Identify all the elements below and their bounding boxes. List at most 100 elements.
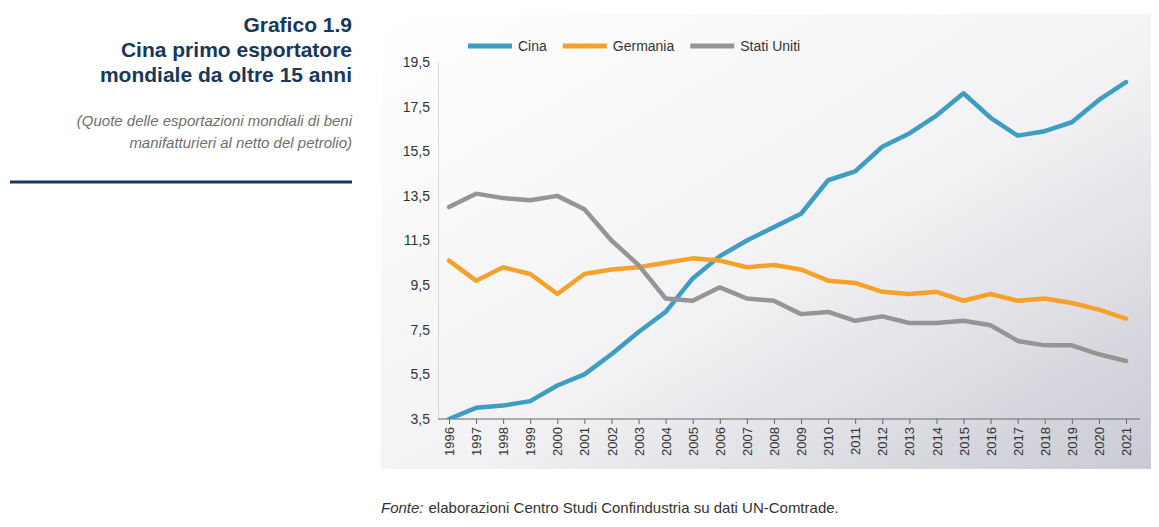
x-tick-mark [1072,419,1073,424]
x-tick-mark [584,419,585,424]
y-tick-label: 13,5 [403,188,430,204]
x-tick-mark [828,419,829,424]
x-tick-mark [557,419,558,424]
y-tick-label: 9,5 [411,277,431,293]
x-tick-label: 2007 [740,427,755,456]
x-tick: 2004 [659,419,674,456]
x-tick-mark [720,419,721,424]
x-tick-mark [964,419,965,424]
x-tick: 2012 [875,419,890,456]
x-tick-mark [1018,419,1019,424]
series-lines [449,82,1126,419]
x-axis-line [438,419,1140,420]
x-tick-mark [639,419,640,424]
x-tick-mark [909,419,910,424]
legend-swatch [563,44,607,49]
legend-label: Germania [613,38,675,54]
x-tick-label: 2001 [577,427,592,456]
x-tick-label: 2012 [875,427,890,456]
y-tick: 13,5 [403,188,438,204]
y-tick: 11,5 [404,232,438,248]
x-tick: 2016 [984,419,999,456]
y-tick: 19,5 [403,54,438,70]
x-tick-mark [747,419,748,424]
x-tick-label: 2010 [821,427,836,456]
x-tick: 2009 [794,419,809,456]
x-tick-mark [882,419,883,424]
x-tick-mark [1099,419,1100,424]
x-tick: 2011 [848,419,863,455]
x-tick: 2015 [957,419,972,456]
legend-swatch [690,44,734,49]
x-tick-mark [774,419,775,424]
x-tick-label: 1998 [496,427,511,456]
x-tick: 1997 [469,419,484,456]
x-tick-label: 2018 [1038,427,1053,456]
x-tick: 2000 [550,419,565,456]
x-tick-mark [530,419,531,424]
y-tick-label: 11,5 [404,232,430,248]
x-tick-label: 2017 [1011,427,1026,456]
x-tick-mark [936,419,937,424]
y-tick: 7,5 [411,322,438,338]
source-label: Fonte: [381,499,424,516]
legend: Cina Germania Stati Uniti [468,38,800,54]
x-tick: 1996 [442,419,457,456]
y-axis: 3,5 5,5 7,5 9,5 11,5 13,5 15,5 17,5 19,5 [403,54,439,427]
x-tick: 2006 [713,419,728,456]
x-tick-label: 2019 [1065,427,1080,456]
x-tick: 2008 [767,419,782,456]
legend-swatch [468,44,512,49]
x-tick: 2013 [902,419,917,456]
x-tick-label: 1997 [469,427,484,456]
x-tick-label: 2011 [848,427,863,455]
x-tick-mark [693,419,694,424]
x-axis: 1996199719981999200020012002200320042005… [438,419,1140,456]
x-tick-mark [1045,419,1046,424]
x-tick: 2007 [740,419,755,456]
y-tick-label: 17,5 [403,99,430,115]
y-tick: 3,5 [411,411,438,427]
y-axis-line [438,63,439,420]
x-tick-label: 2009 [794,427,809,456]
x-tick-label: 2004 [659,427,674,456]
y-tick-label: 7,5 [411,322,431,338]
x-tick-label: 2021 [1119,427,1134,456]
x-tick-mark [503,419,504,424]
x-tick-label: 2015 [957,427,972,456]
plot-background [381,14,1151,469]
x-tick-label: 2005 [686,427,701,456]
x-tick: 2005 [686,419,701,456]
chart: Grafico 1.9Cina primo esportatoremondial… [0,0,1159,527]
y-tick-label: 5,5 [411,366,431,382]
x-tick-label: 2014 [929,427,944,456]
subtitle: (Quote delle esportazioni mondiali di be… [77,112,353,151]
x-tick: 2017 [1011,419,1026,456]
x-tick-mark [476,419,477,424]
x-tick: 2018 [1038,419,1053,456]
x-tick-mark [666,419,667,424]
y-tick: 9,5 [411,277,438,293]
x-tick-mark [801,419,802,424]
x-tick-mark [449,419,450,424]
y-tick: 17,5 [403,99,438,115]
series-line [449,194,1126,361]
x-tick: 2021 [1119,419,1134,456]
legend-label: Cina [518,38,547,54]
x-tick-label: 2013 [902,427,917,456]
x-tick-label: 1999 [523,427,538,456]
x-tick-mark [611,419,612,424]
x-tick: 2020 [1092,419,1107,456]
source-text: elaborazioni Centro Studi Confindustria … [429,499,839,516]
x-tick: 1998 [496,419,511,456]
y-tick-label: 15,5 [403,143,430,159]
x-tick-label: 2016 [984,427,999,456]
x-tick: 2010 [821,419,836,456]
x-tick-label: 2020 [1092,427,1107,456]
title: Cina primo esportatoremondiale da oltre … [100,38,352,86]
legend-label: Stati Uniti [740,38,800,54]
x-tick: 1999 [523,419,538,456]
series-line [449,82,1126,419]
x-tick: 2003 [632,419,647,456]
x-tick-label: 2006 [713,427,728,456]
